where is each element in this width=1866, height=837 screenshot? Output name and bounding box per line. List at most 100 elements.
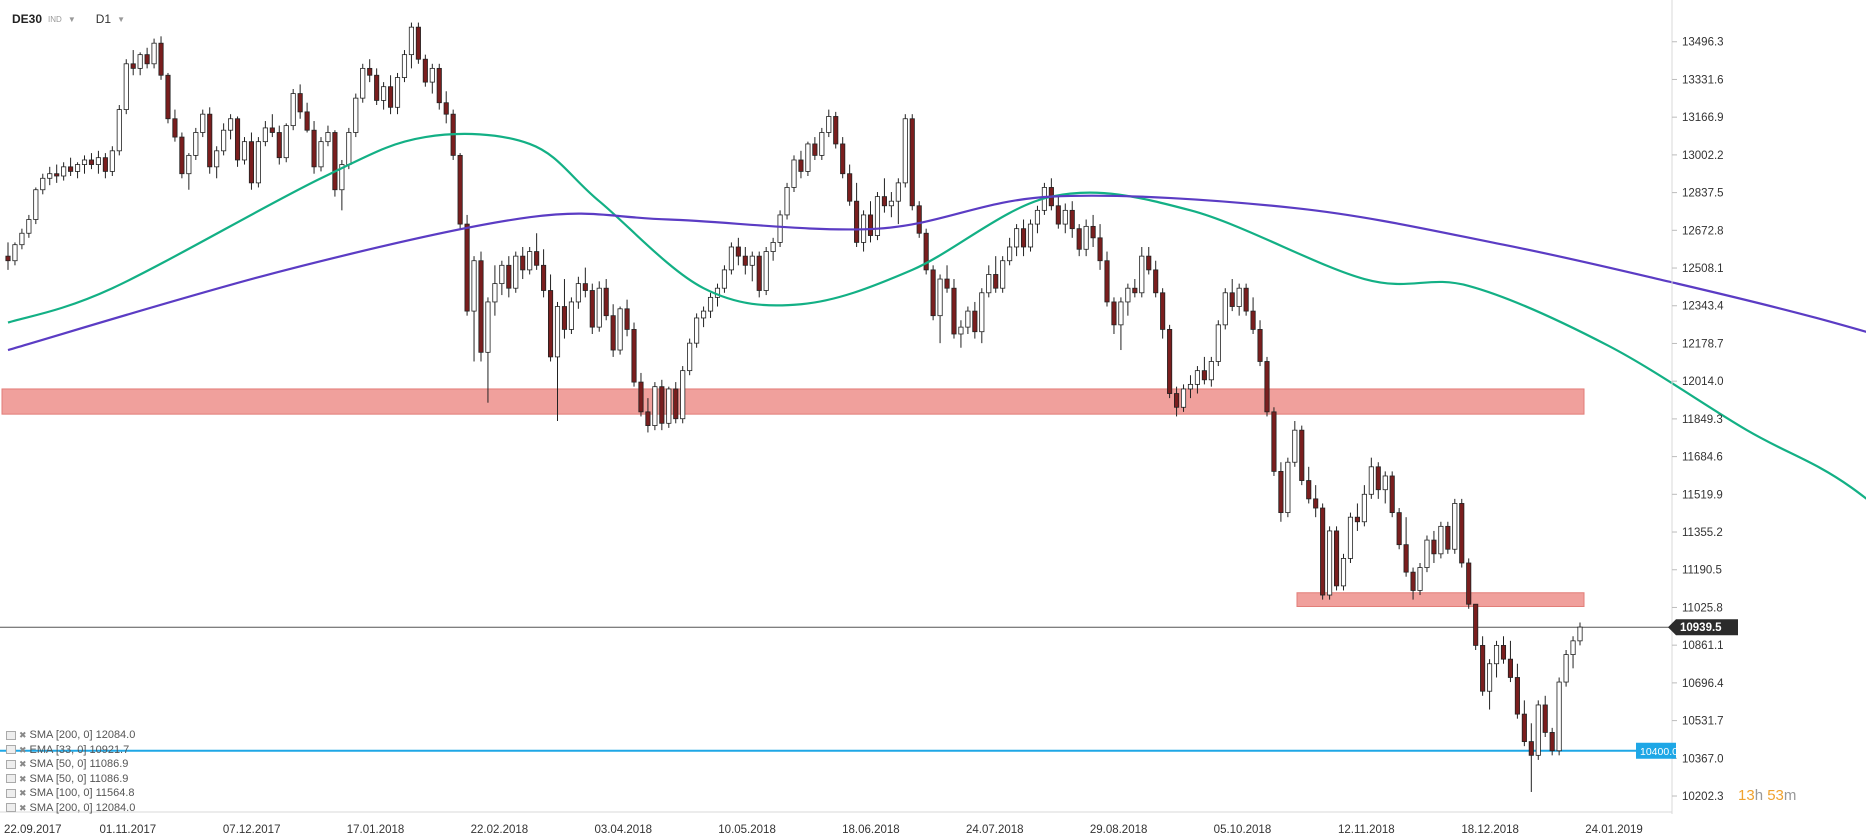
candle-body <box>499 264 505 285</box>
settings-icon[interactable] <box>6 745 16 755</box>
candle-body <box>311 129 317 168</box>
candle-body <box>1403 544 1409 573</box>
candle-body <box>1299 429 1305 481</box>
candle-body <box>269 127 275 133</box>
settings-icon[interactable] <box>6 730 16 740</box>
candle-body <box>1452 503 1458 550</box>
x-tick-label: 22.02.2018 <box>471 824 529 836</box>
candle-body <box>701 310 707 319</box>
candle-body <box>75 164 81 172</box>
candle-body <box>401 54 408 78</box>
candle-body <box>158 42 164 76</box>
close-icon[interactable]: ✖ <box>19 788 27 798</box>
candle-body <box>1264 361 1270 413</box>
indicator-row[interactable]: ✖ SMA [200, 0] 12084.0 <box>6 728 135 743</box>
close-icon[interactable]: ✖ <box>19 773 27 784</box>
candle-body <box>902 118 908 184</box>
candle-body <box>707 296 714 312</box>
candle-body <box>262 127 268 143</box>
candle-body <box>144 54 150 65</box>
candle-body <box>1174 393 1180 408</box>
candle-body <box>1306 480 1312 500</box>
candle-body <box>61 166 67 177</box>
candle-body <box>944 278 950 289</box>
indicator-row[interactable]: ✖ SMA [50, 0] 11086.9 <box>6 772 135 787</box>
close-icon[interactable]: ✖ <box>19 730 27 740</box>
settings-icon[interactable] <box>6 803 16 813</box>
candle-body <box>1368 466 1374 495</box>
y-tick-label: 11025.8 <box>1682 602 1723 614</box>
candle-body <box>339 164 345 191</box>
settings-icon[interactable] <box>6 788 16 798</box>
indicator-row[interactable]: ✖ SMA [50, 0] 11086.9 <box>6 757 135 772</box>
current-price-tag <box>1668 619 1738 636</box>
candle-body <box>680 370 686 420</box>
candle-body <box>102 157 108 172</box>
candle-body <box>840 143 846 175</box>
symbol-label[interactable]: DE30 <box>12 12 43 26</box>
candle-body <box>763 251 769 291</box>
y-axis[interactable]: 13496.3 13331.6 13166.9 13002.2 12837.5 12672… <box>1671 0 1724 814</box>
settings-icon[interactable] <box>6 774 16 784</box>
timeframe-label[interactable]: D1 <box>95 12 112 26</box>
candle-body <box>1187 383 1194 390</box>
candle-body <box>534 251 540 266</box>
candle-body <box>1069 209 1075 230</box>
candle-body <box>1473 603 1479 646</box>
chevron-down-icon[interactable]: ▼ <box>67 14 76 24</box>
candle-body <box>332 132 338 191</box>
candle-body <box>360 67 366 99</box>
indicator-row[interactable]: ✖ EMA [33, 0] 10921.7 <box>6 743 135 758</box>
candle-body <box>958 326 964 335</box>
candle-body <box>979 292 985 333</box>
candle-body <box>436 67 442 104</box>
candle-body <box>255 141 261 184</box>
candle-body <box>241 141 248 161</box>
timer-minutes: 53 <box>1767 787 1784 804</box>
candle-body <box>1201 370 1207 381</box>
candle-body <box>1466 562 1472 605</box>
candle-body <box>1563 654 1569 683</box>
candle-body <box>19 232 25 246</box>
candle-body <box>652 386 658 426</box>
candle-body <box>1146 255 1152 271</box>
candle-body <box>1500 645 1507 660</box>
candle-body <box>1327 530 1333 596</box>
close-icon[interactable]: ✖ <box>19 802 27 813</box>
candle-body <box>1097 237 1103 262</box>
indicator-row[interactable]: ✖ SMA [200, 0] 12084.0 <box>6 801 135 816</box>
candle-body <box>541 264 547 291</box>
indicator-label: SMA [100, 0] 11564.8 <box>29 787 135 799</box>
support-price-tag <box>1636 742 1676 759</box>
candle-body <box>888 200 894 207</box>
settings-icon[interactable] <box>6 759 16 769</box>
candle-body <box>965 310 971 328</box>
candle-body <box>728 246 734 271</box>
candle-body <box>1528 741 1534 756</box>
indicator-row[interactable]: ✖ SMA [100, 0] 11564.8 <box>6 786 135 801</box>
y-tick-label: 10202.3 <box>1682 791 1724 803</box>
indicator-label: SMA [50, 0] 11086.9 <box>29 758 129 770</box>
x-axis[interactable]: 22.09.2017 01.11.2017 07.12.2017 17.01.2018… <box>0 811 1672 836</box>
candle-body <box>193 132 199 156</box>
timeframe-chevron-down-icon[interactable]: ▼ <box>117 14 125 24</box>
x-tick-label: 05.10.2018 <box>1214 824 1272 836</box>
candle-body <box>408 26 414 56</box>
moving-averages-layer <box>7 132 1866 500</box>
candle-body <box>603 287 609 317</box>
candle-body <box>228 118 234 131</box>
candle-body <box>151 42 157 65</box>
close-icon[interactable]: ✖ <box>19 744 27 755</box>
candle-body <box>1055 205 1061 225</box>
candle-body <box>666 388 672 424</box>
candle-body <box>645 411 651 426</box>
candle-body <box>1556 681 1562 752</box>
candle-body <box>325 132 331 143</box>
candle-body <box>1375 466 1381 491</box>
candle-body <box>165 74 171 120</box>
indicator-label: SMA [200, 0] 12084.0 <box>29 729 136 741</box>
close-icon[interactable]: ✖ <box>19 759 27 769</box>
y-tick-label: 11849.3 <box>1682 414 1723 426</box>
candle-body <box>485 301 491 353</box>
